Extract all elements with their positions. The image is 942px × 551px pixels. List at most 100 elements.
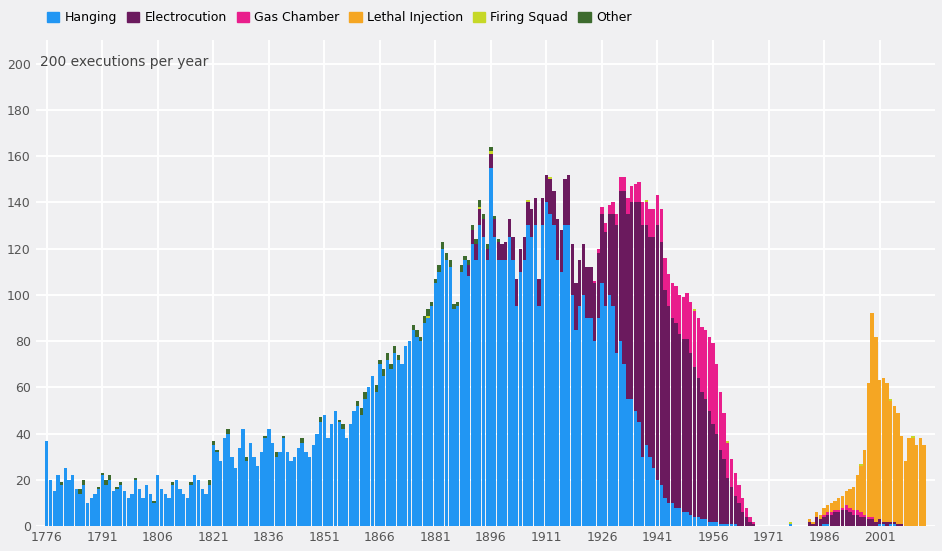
Bar — [415, 337, 418, 526]
Bar — [448, 267, 452, 526]
Bar — [379, 364, 382, 526]
Bar — [208, 480, 211, 484]
Bar — [189, 484, 193, 526]
Bar — [567, 225, 570, 526]
Bar — [656, 196, 659, 225]
Bar — [815, 512, 819, 517]
Bar — [216, 450, 219, 452]
Bar — [830, 515, 833, 526]
Bar — [674, 507, 677, 526]
Bar — [134, 478, 138, 480]
Bar — [382, 369, 385, 376]
Bar — [178, 489, 182, 526]
Bar — [341, 424, 345, 429]
Bar — [312, 445, 315, 526]
Bar — [719, 392, 723, 450]
Bar — [648, 457, 652, 526]
Bar — [911, 436, 915, 438]
Bar — [855, 515, 859, 526]
Bar — [164, 494, 167, 526]
Bar — [741, 499, 744, 512]
Bar — [696, 517, 700, 526]
Bar — [548, 177, 552, 179]
Bar — [723, 524, 725, 526]
Bar — [848, 489, 852, 507]
Bar — [482, 219, 485, 237]
Bar — [186, 499, 189, 526]
Bar — [711, 424, 715, 522]
Bar — [600, 283, 604, 526]
Bar — [49, 480, 52, 526]
Bar — [663, 499, 667, 526]
Bar — [415, 329, 418, 337]
Bar — [596, 253, 600, 318]
Bar — [656, 480, 659, 526]
Bar — [168, 499, 171, 526]
Bar — [463, 260, 466, 526]
Bar — [523, 260, 526, 526]
Bar — [626, 198, 629, 214]
Bar — [89, 499, 93, 526]
Bar — [852, 515, 855, 526]
Bar — [216, 452, 219, 526]
Bar — [863, 515, 867, 517]
Bar — [915, 445, 918, 526]
Bar — [274, 457, 278, 526]
Bar — [692, 309, 696, 311]
Bar — [922, 445, 926, 526]
Bar — [897, 413, 900, 524]
Bar — [837, 499, 840, 510]
Bar — [690, 302, 692, 353]
Bar — [101, 473, 104, 476]
Bar — [582, 295, 585, 526]
Bar — [859, 517, 863, 526]
Bar — [467, 277, 470, 526]
Bar — [678, 507, 681, 526]
Bar — [345, 438, 349, 526]
Bar — [652, 237, 656, 468]
Bar — [589, 267, 593, 318]
Bar — [174, 480, 178, 526]
Bar — [393, 346, 397, 353]
Bar — [116, 489, 119, 526]
Bar — [674, 323, 677, 507]
Bar — [523, 237, 526, 260]
Bar — [400, 364, 404, 526]
Bar — [467, 265, 470, 277]
Bar — [867, 519, 870, 526]
Bar — [226, 429, 230, 434]
Bar — [264, 436, 267, 438]
Bar — [741, 512, 744, 526]
Bar — [527, 225, 529, 526]
Bar — [608, 204, 611, 214]
Bar — [638, 202, 641, 422]
Bar — [467, 260, 470, 265]
Bar — [630, 186, 633, 202]
Bar — [82, 484, 86, 526]
Bar — [264, 438, 267, 526]
Bar — [330, 424, 333, 526]
Bar — [252, 457, 255, 526]
Bar — [493, 216, 496, 219]
Bar — [711, 522, 715, 526]
Bar — [826, 505, 829, 512]
Bar — [878, 381, 881, 519]
Bar — [367, 387, 370, 526]
Bar — [859, 464, 863, 466]
Bar — [704, 399, 707, 519]
Bar — [271, 443, 274, 526]
Bar — [596, 249, 600, 253]
Bar — [153, 501, 155, 503]
Bar — [544, 175, 548, 202]
Bar — [452, 309, 456, 526]
Bar — [578, 306, 581, 526]
Bar — [575, 329, 577, 526]
Bar — [730, 487, 733, 524]
Bar — [234, 468, 237, 526]
Bar — [282, 438, 285, 526]
Bar — [715, 434, 719, 522]
Bar — [830, 512, 833, 515]
Bar — [715, 364, 719, 434]
Bar — [867, 517, 870, 519]
Bar — [619, 191, 622, 341]
